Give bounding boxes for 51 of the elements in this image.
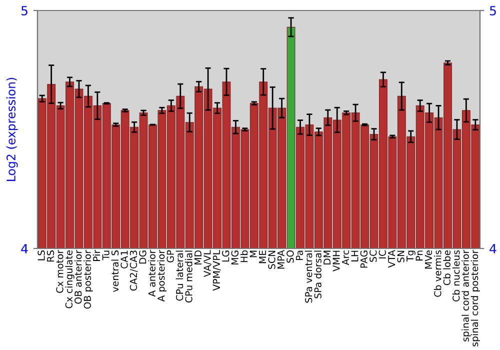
y2-tick-label: 5	[490, 6, 496, 16]
x-tick-label: SC	[370, 250, 377, 262]
x-tick-label: Hb	[240, 250, 248, 262]
x-tick-label: LH	[351, 250, 358, 262]
x-tick-label: Tu	[102, 250, 110, 260]
x-tick-label: OB posterior	[84, 250, 93, 309]
x-tick-label: Tg	[406, 250, 416, 262]
x-tick-label: IC	[378, 250, 386, 258]
x-tick-label: RS	[46, 250, 54, 262]
x-tick-label: SO	[286, 250, 294, 263]
x-tick-label: DG	[139, 250, 146, 264]
x-tick-label: Cb lobe	[443, 250, 450, 286]
x-tick-label: Cb vermis	[434, 250, 442, 297]
x-tick-label: M	[250, 250, 257, 258]
x-tick-label: CPu medial	[185, 250, 192, 303]
x-tick-label: ME	[259, 250, 266, 264]
x-tick-label: Cx motor	[56, 250, 64, 293]
x-tick-label: ventral S	[111, 250, 119, 292]
x-tick-label: spinal cord anterior	[462, 250, 471, 342]
x-tick-label: Arc	[342, 250, 350, 266]
x-tick-label: DM	[324, 250, 330, 264]
x-tick-label: LG	[222, 250, 230, 262]
x-tick-label: CPu lateral	[176, 250, 184, 301]
x-tick-label: VMH	[332, 250, 340, 272]
x-tick-label: A anterior	[148, 250, 156, 297]
y2-tick-label: 4	[490, 244, 496, 254]
x-tick-label: A posterior	[157, 250, 167, 302]
x-tick-label: Pn	[416, 250, 423, 260]
x-tick-label: Pa	[296, 250, 303, 260]
x-tick-label: CA2/CA3	[130, 250, 138, 291]
x-tick-label: OB anterior	[74, 250, 82, 304]
x-tick-label: MPA	[278, 250, 284, 269]
x-tick-label: GP	[166, 250, 174, 262]
x-tick-label: spinal cord posterior	[470, 250, 480, 346]
x-tick-label: SPa dorsal	[314, 250, 322, 298]
x-tick-label: Cx cingulate	[65, 250, 74, 308]
x-tick-label: VTA	[388, 250, 396, 268]
x-tick-label: LS	[38, 250, 45, 260]
x-tick-label: MD	[194, 250, 202, 264]
y-axis-title: Log2 (expression)	[6, 78, 18, 181]
x-tick-label: MG	[231, 250, 238, 264]
x-tick-label: Pir	[92, 250, 100, 261]
x-tick-label: VA/VL	[204, 250, 212, 278]
x-tick-label: CA1	[120, 250, 128, 268]
x-tick-label: SN	[397, 250, 404, 262]
x-tick-label: MVe	[425, 250, 432, 269]
x-tick-label: SPa ventral	[304, 250, 312, 303]
x-tick-label: SCN	[268, 250, 276, 269]
x-tick-label: VPM/VPL	[212, 250, 221, 291]
x-tick-label: Cb nucleus	[452, 250, 460, 302]
x-tick-label: PAG	[360, 250, 368, 268]
